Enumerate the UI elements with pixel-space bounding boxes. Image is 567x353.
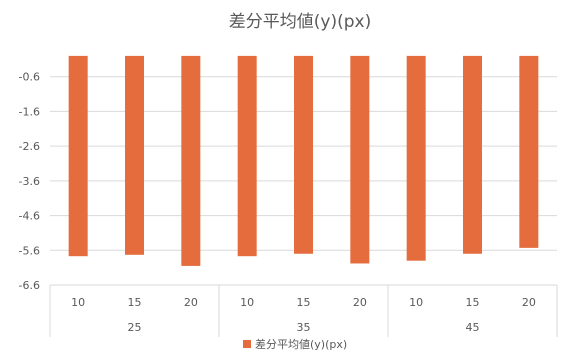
bar: [350, 55, 370, 264]
legend-label: 差分平均値(y)(px): [255, 337, 347, 351]
y-tick-label: -2.6: [19, 140, 40, 153]
bar: [237, 55, 257, 257]
y-tick-label: -4.6: [19, 210, 40, 223]
x-tick-label: 20: [184, 296, 198, 309]
x-tick-label: 15: [297, 296, 311, 309]
x-group-label: 35: [297, 321, 311, 334]
x-tick-label: 15: [466, 296, 480, 309]
y-axis-tick-labels: -0.6 -1.6 -2.6 -3.6 -4.6 -5.6 -6.6: [19, 71, 40, 292]
x-tick-label: 15: [128, 296, 142, 309]
y-tick-label: -3.6: [19, 175, 40, 188]
legend-swatch: [243, 340, 251, 348]
x-tick-label: 20: [353, 296, 367, 309]
x-axis: 10 15 20 10 15 20 10 15 20 25 35 45: [49, 285, 558, 337]
bar: [294, 55, 313, 254]
bar: [406, 55, 426, 261]
y-tick-label: -0.6: [19, 71, 40, 84]
x-tick-label: 10: [409, 296, 423, 309]
bar: [519, 55, 539, 248]
y-tick-label: -1.6: [19, 105, 40, 118]
bar: [68, 55, 88, 257]
bar: [181, 55, 201, 266]
x-group-label: 25: [128, 321, 142, 334]
chart-title: 差分平均値(y)(px): [229, 12, 371, 32]
bars: [68, 55, 539, 266]
bar: [125, 55, 144, 255]
y-tick-label: -5.6: [19, 244, 40, 257]
bar: [463, 55, 482, 254]
x-tick-label: 10: [240, 296, 254, 309]
x-group-label: 45: [466, 321, 480, 334]
x-tick-label: 20: [522, 296, 536, 309]
x-tick-label: 10: [71, 296, 85, 309]
y-tick-label: -6.6: [19, 279, 40, 292]
legend: 差分平均値(y)(px): [243, 337, 347, 351]
